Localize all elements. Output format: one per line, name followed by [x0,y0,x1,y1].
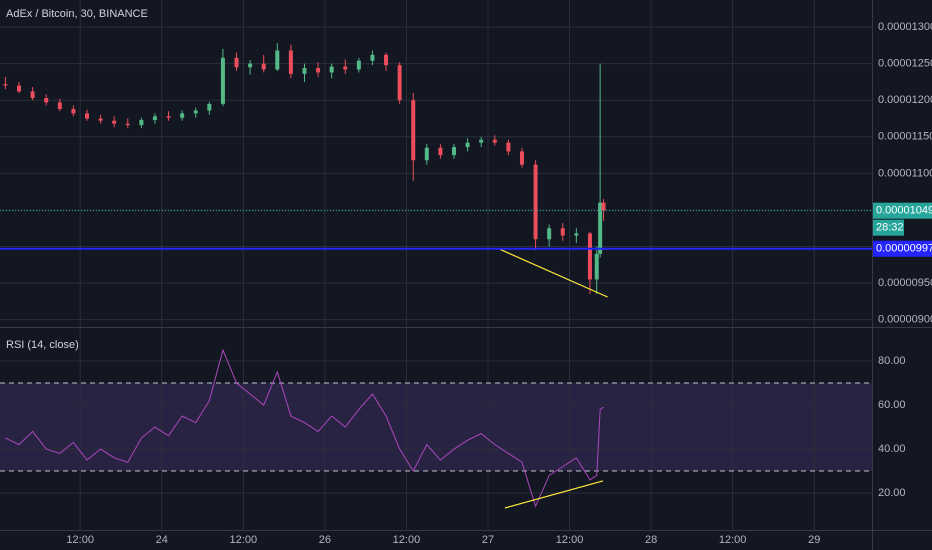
y-tick-label: 0.00001300 [878,21,932,33]
y-tick-label: 0.00001100 [878,167,932,179]
trendline [504,480,604,509]
y-tick-label: 40.00 [878,443,906,455]
trendline [499,248,608,298]
candle-body [384,54,389,66]
y-tick-label: 0.00000950 [878,277,932,289]
candle-body [166,116,171,118]
candle-body [356,60,361,70]
candle-body [234,57,239,68]
x-tick-label: 12:00 [719,534,747,546]
x-tick-label: 12:00 [230,534,258,546]
countdown-box [872,219,904,236]
candle-body [547,228,552,240]
rsi-band [0,383,872,472]
x-tick-label: 26 [319,534,331,546]
candle-body [302,68,307,74]
candle-body [479,139,484,143]
candle-body [275,50,280,70]
candle-body [560,228,565,236]
candle-body [519,151,524,165]
candle-body [180,113,185,118]
last-price-label: 0.00001049 [876,205,932,217]
candle-body [506,142,511,152]
candle-body [57,102,62,109]
candle-body [30,91,35,99]
x-tick-label: 27 [482,534,494,546]
candle-body [220,57,225,104]
candle-body [329,66,334,73]
y-tick-label: 0.00000900 [878,314,932,326]
candle-body [601,202,606,211]
candle-body [594,253,599,280]
candle-body [424,147,429,161]
candle-body [587,233,592,280]
candle-body [370,54,375,61]
hline-label: 0.00000997 [876,243,932,255]
candle-body [98,118,103,121]
candle-body [71,109,76,114]
chart-title: AdEx / Bitcoin, 30, BINANCE [6,8,148,20]
x-tick-label: 12:00 [556,534,584,546]
candle-body [533,164,538,240]
y-tick-label: 0.00001200 [878,94,932,106]
candle-body [492,139,497,143]
candle-body [411,100,416,161]
x-tick-label: 24 [156,534,168,546]
candle-body [207,103,212,111]
candle-body [452,147,457,156]
candle-body [84,113,89,119]
indicator-title: RSI (14, close) [6,339,79,351]
candle-body [438,147,443,156]
candle-body [248,63,253,68]
candle-body [17,85,22,92]
candle-body [152,116,157,120]
candle-body [465,142,470,148]
candle-body [598,202,603,254]
rsi-line [5,348,604,508]
candle-body [343,66,348,70]
candle-body [193,110,198,114]
x-tick-label: 29 [808,534,820,546]
candle-body [574,233,579,236]
candle-body [112,120,117,124]
candle-body [261,63,266,70]
candle-body [397,65,402,101]
y-tick-label: 80.00 [878,355,906,367]
y-tick-label: 0.00001250 [878,58,932,70]
candle-body [44,98,49,103]
candle-body [3,84,8,86]
x-tick-label: 28 [645,534,657,546]
candle-body [316,68,321,73]
x-tick-label: 12:00 [66,534,94,546]
price-label-box [872,240,932,257]
price-label-box [872,202,932,219]
y-tick-label: 0.00001150 [878,131,932,143]
y-tick-label: 20.00 [878,487,906,499]
candle-body [125,123,130,126]
countdown: 28:32 [876,222,904,234]
y-tick-label: 60.00 [878,399,906,411]
candle-body [139,119,144,126]
candle-body [288,50,293,74]
x-tick-label: 12:00 [393,534,421,546]
